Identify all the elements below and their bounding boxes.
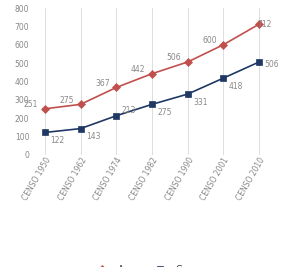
Line: Cuenca: Cuenca [42, 59, 262, 135]
Text: 331: 331 [193, 98, 208, 107]
Text: 143: 143 [86, 132, 101, 142]
Text: 275: 275 [158, 108, 172, 117]
Cuenca [257, 60, 261, 64]
Text: 600: 600 [202, 36, 217, 45]
Azuay [150, 72, 154, 75]
Text: 251: 251 [24, 100, 38, 109]
Legend: Azuay, Cuenca: Azuay, Cuenca [94, 265, 210, 267]
Text: 367: 367 [95, 79, 110, 88]
Azuay [79, 103, 82, 106]
Text: 506: 506 [265, 60, 279, 69]
Cuenca [114, 114, 118, 117]
Text: 418: 418 [229, 82, 243, 91]
Line: Azuay: Azuay [42, 21, 262, 112]
Cuenca [150, 103, 154, 106]
Azuay [222, 43, 225, 46]
Text: 442: 442 [131, 65, 145, 74]
Text: 213: 213 [122, 106, 136, 115]
Text: 122: 122 [50, 136, 64, 145]
Cuenca [222, 77, 225, 80]
Azuay [43, 107, 47, 110]
Azuay [186, 60, 189, 64]
Text: 712: 712 [258, 20, 272, 29]
Cuenca [186, 92, 189, 96]
Azuay [114, 86, 118, 89]
Cuenca [79, 127, 82, 130]
Cuenca [43, 131, 47, 134]
Text: 275: 275 [59, 96, 74, 105]
Azuay [257, 22, 261, 26]
Text: 506: 506 [166, 53, 181, 62]
